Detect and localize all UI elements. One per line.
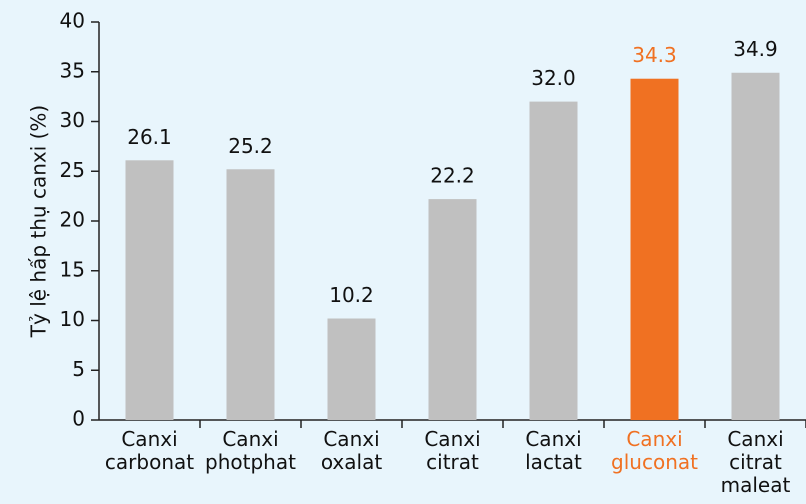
y-tick-label: 40 bbox=[60, 9, 85, 33]
y-tick-label: 10 bbox=[60, 307, 85, 331]
value-label: 26.1 bbox=[127, 125, 172, 149]
bar bbox=[630, 78, 679, 420]
x-tick-label: Canxi citrat maleat bbox=[721, 427, 791, 497]
x-tick-label: Canxi photphat bbox=[205, 427, 296, 474]
bar bbox=[529, 101, 578, 420]
x-tick-label: Canxi citrat bbox=[424, 427, 480, 474]
value-label: 34.9 bbox=[733, 37, 778, 61]
y-tick-label: 0 bbox=[72, 407, 85, 431]
value-label: 32.0 bbox=[531, 66, 576, 90]
bar bbox=[226, 169, 275, 420]
bar bbox=[731, 72, 780, 421]
bar bbox=[125, 160, 174, 420]
x-tick-label: Canxi lactat bbox=[525, 427, 582, 474]
y-tick-label: 20 bbox=[60, 208, 85, 232]
x-tick-label: Canxi oxalat bbox=[321, 427, 383, 474]
y-tick-label: 5 bbox=[72, 357, 85, 381]
y-tick-label: 30 bbox=[60, 108, 85, 132]
value-label: 25.2 bbox=[228, 134, 273, 158]
bar bbox=[327, 318, 376, 420]
y-tick-label: 25 bbox=[60, 158, 85, 182]
value-label: 22.2 bbox=[430, 164, 475, 188]
value-label: 34.3 bbox=[632, 43, 677, 67]
x-tick-label: Canxi carbonat bbox=[105, 427, 194, 474]
y-axis-label: Tỷ lệ hấp thụ canxi (%) bbox=[27, 105, 51, 338]
y-tick-label: 15 bbox=[60, 257, 85, 281]
y-tick-label: 35 bbox=[60, 58, 85, 82]
bar bbox=[428, 199, 477, 420]
x-tick-label: Canxi gluconat bbox=[611, 427, 698, 474]
value-label: 10.2 bbox=[329, 283, 374, 307]
